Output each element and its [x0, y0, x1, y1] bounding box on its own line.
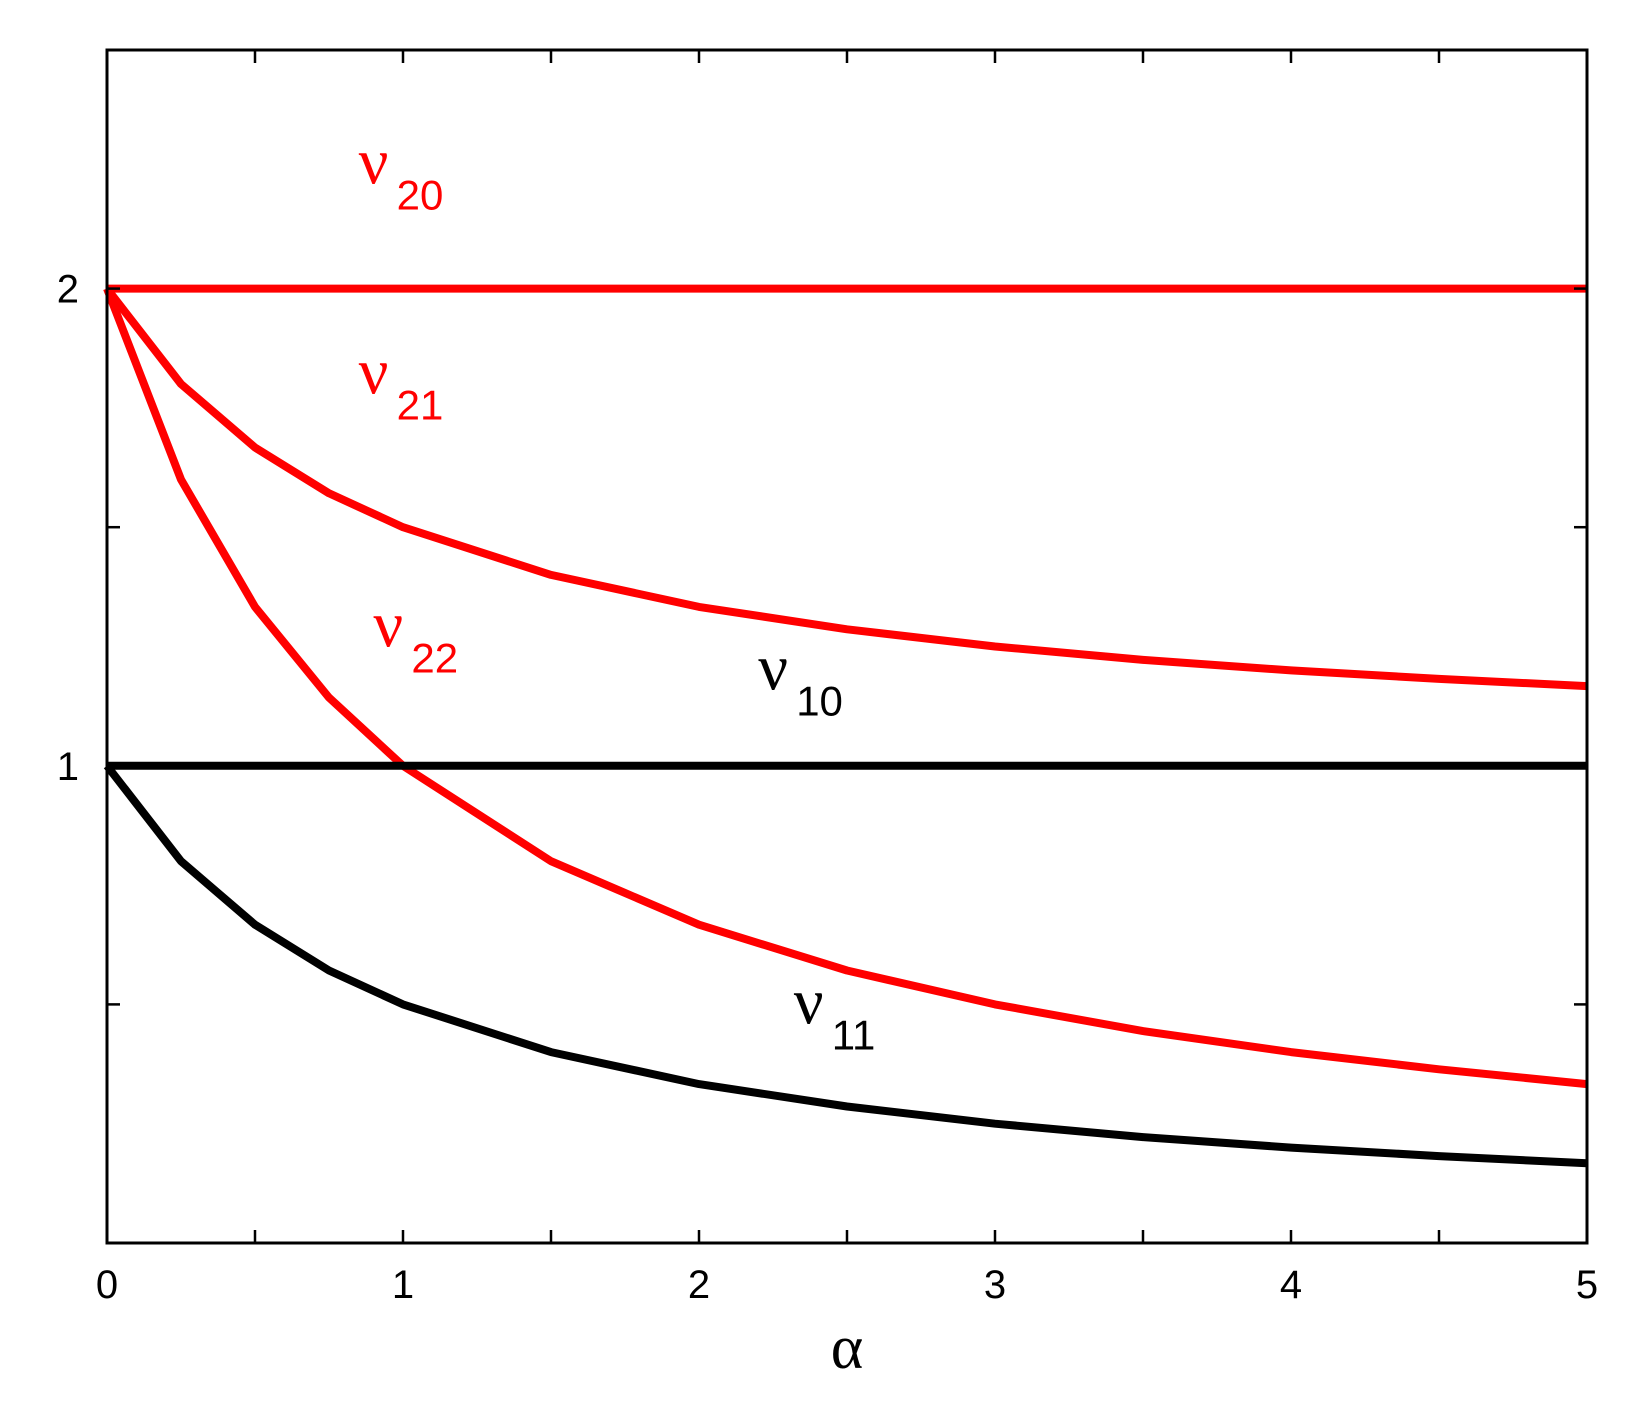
curve-label-11: ν 11: [794, 965, 876, 1058]
curve-label-subscript: 10: [796, 677, 843, 724]
curve-label-symbol: ν: [794, 965, 824, 1038]
curve-label-subscript: 21: [397, 382, 444, 429]
curve-label-symbol: ν: [758, 631, 788, 704]
ticks-layer: [105, 50, 1589, 1243]
series-line-21: [103, 286, 1588, 691]
x-tick-label: 3: [984, 1263, 1006, 1307]
curve-labels-layer: ν 20ν 21ν 22 ν 10ν 11: [359, 126, 876, 1059]
curve-label-subscript: 11: [832, 1011, 876, 1058]
x-tick-label: 5: [1576, 1263, 1598, 1307]
x-tick-label: 1: [392, 1263, 414, 1307]
series-line-22: [103, 287, 1588, 1089]
x-tick-label: 4: [1280, 1263, 1302, 1307]
tick-labels-layer: 0 1 2 3 4 5 1 2: [57, 268, 1598, 1307]
x-axis-title: α: [831, 1314, 863, 1382]
series-line-11: [103, 763, 1588, 1168]
y-tick-label: 2: [57, 268, 79, 312]
curve-label-subscript: 22: [411, 635, 458, 682]
x-tick-label: 2: [688, 1263, 710, 1307]
curve-label-symbol: ν: [359, 126, 389, 199]
y-tick-label: 1: [57, 745, 79, 789]
curve-label-symbol: ν: [359, 336, 389, 409]
series-layer: [103, 284, 1588, 1168]
curve-label-10: ν 10: [758, 631, 843, 724]
curve-label-symbol: ν: [373, 589, 403, 662]
x-tick-label: 0: [96, 1263, 118, 1307]
curve-label-21: ν 21: [359, 336, 444, 429]
curve-label-20: ν 20: [359, 126, 444, 219]
curve-label-subscript: 20: [397, 172, 444, 219]
curve-label-22: ν 22: [373, 589, 458, 682]
